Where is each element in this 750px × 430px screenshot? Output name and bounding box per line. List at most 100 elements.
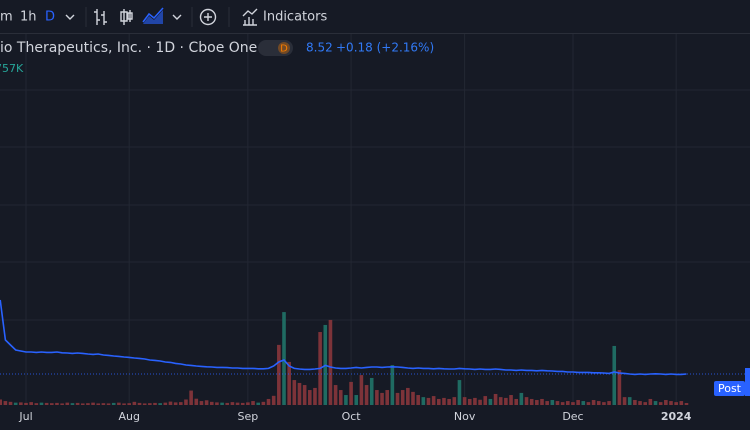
volume-bar: [292, 380, 297, 405]
volume-bar: [622, 397, 627, 405]
dropdown[interactable]: [172, 14, 182, 20]
volume-bar: [313, 387, 317, 405]
volume-bar: [478, 399, 482, 405]
volume-bar: [529, 398, 534, 405]
status-badge: [258, 40, 293, 56]
area-icon-line: [142, 7, 164, 23]
volume-bar: [498, 397, 503, 405]
dropdown[interactable]: [65, 14, 75, 20]
volume-bar: [168, 401, 173, 405]
volume-bar: [457, 380, 462, 405]
volume-bar: [209, 401, 214, 405]
volume-bar: [184, 399, 188, 405]
volume-bar: [349, 381, 353, 405]
volume-bar: [684, 403, 689, 405]
volume-bar: [411, 391, 415, 405]
volume-bar: [488, 398, 493, 405]
volume-bar: [19, 402, 23, 405]
bars-icon[interactable]: [94, 9, 107, 25]
volume-bar: [287, 361, 291, 405]
x-tick-label: Dec: [562, 410, 583, 423]
indicators-icon[interactable]: [242, 8, 258, 26]
volume-bar: [256, 402, 261, 405]
volume-bar: [225, 402, 230, 405]
volume-bar: [400, 390, 405, 405]
volume-bar: [50, 403, 54, 405]
volume-bar: [91, 402, 95, 405]
volume-bar: [261, 401, 266, 405]
volume-bar: [308, 390, 312, 405]
volume-bar: [240, 402, 245, 405]
volume-bar: [560, 402, 565, 405]
volume-bar: [467, 398, 472, 405]
volume-bar: [127, 403, 132, 405]
volume-bar: [86, 403, 90, 405]
x-tick-label: Oct: [342, 410, 362, 423]
volume-bar: [571, 402, 575, 405]
volume-bar: [60, 403, 64, 405]
last-price: 8.52: [306, 41, 333, 55]
volume-bar: [220, 402, 224, 405]
volume-bar: [385, 390, 390, 405]
volume-bar: [204, 400, 209, 405]
volume-bar: [545, 401, 549, 405]
volume-bar: [653, 401, 658, 405]
volume-bar: [607, 401, 611, 405]
volume-bar: [163, 402, 168, 405]
volume-bar: [338, 390, 343, 405]
volume-bar: [555, 401, 560, 405]
volume-bar: [266, 398, 271, 405]
volume-bar: [586, 402, 591, 405]
interval-active[interactable]: D: [45, 10, 55, 25]
volume-bar: [0, 399, 3, 405]
volume-bar: [333, 385, 338, 405]
volume-bar: [617, 370, 622, 405]
interval[interactable]: m: [0, 10, 13, 25]
volume-bar: [540, 398, 544, 405]
volume-bar: [137, 402, 142, 405]
volume-bar: [65, 402, 70, 405]
symbol-title: io Therapeutics, Inc. · 1D · Cboe One: [0, 40, 257, 56]
volume-bar: [29, 402, 33, 405]
add-icon[interactable]: [199, 8, 217, 26]
volume-bar: [447, 398, 451, 405]
price-change: +0.18 (+2.16%): [336, 41, 434, 55]
volume-bar: [596, 401, 601, 405]
volume-bar: [416, 395, 420, 405]
volume-bar: [194, 398, 199, 405]
volume-bar: [638, 401, 642, 405]
volume-bar: [426, 397, 431, 405]
volume-bar: [576, 400, 580, 405]
price-line: [0, 299, 687, 376]
interval[interactable]: 1h: [20, 10, 37, 25]
grid: [0, 89, 750, 321]
volume-bar: [173, 402, 178, 405]
volume-bar: [375, 390, 379, 405]
volume-bar: [462, 397, 467, 405]
volume-bar: [101, 403, 106, 405]
volume-bar: [633, 400, 637, 405]
volume-bar: [297, 382, 302, 405]
post-tag: [714, 381, 745, 396]
volume-bar: [612, 345, 617, 405]
volume-bar: [44, 402, 49, 405]
volume-bar: [437, 398, 441, 405]
volume-bar: [24, 402, 28, 405]
volume-bar: [679, 401, 684, 405]
volume-bar: [452, 397, 457, 405]
badge-letter: D: [280, 44, 288, 55]
volume-bar: [3, 401, 8, 405]
volume-bar: [106, 403, 111, 405]
volume-bar: [117, 402, 121, 405]
candles-icon[interactable]: [120, 9, 133, 25]
x-tick-label: Nov: [454, 410, 476, 423]
volume-bar: [380, 392, 384, 405]
volume-bar: [669, 401, 673, 405]
volume-bar: [96, 403, 101, 405]
indicators-button[interactable]: Indicators: [263, 10, 327, 25]
area-icon[interactable]: [143, 10, 163, 24]
badge-dot: [278, 42, 290, 54]
volume-bar: [504, 397, 508, 405]
